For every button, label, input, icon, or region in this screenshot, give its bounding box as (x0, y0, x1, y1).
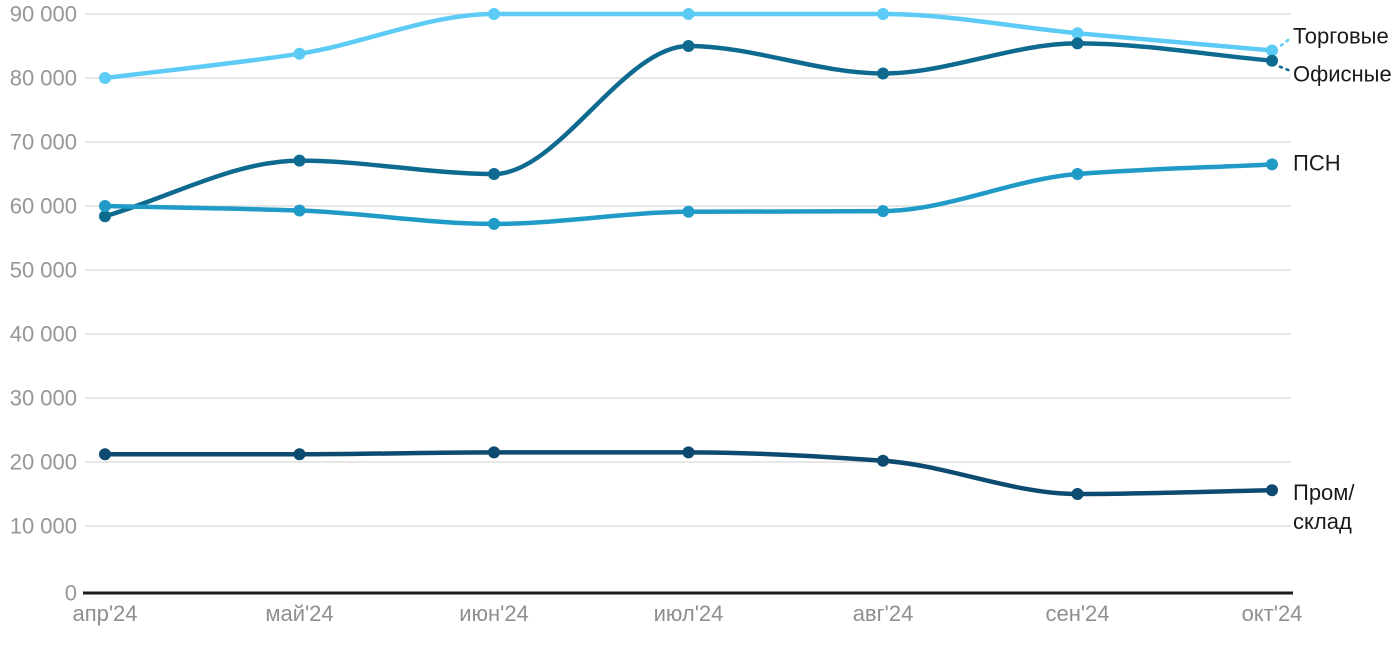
series-point-prom-sklad-2[interactable] (488, 446, 500, 459)
x-tick-label: авг'24 (853, 601, 914, 626)
series-point-psn-0[interactable] (99, 200, 111, 212)
series-point-prom-sklad-4[interactable] (877, 454, 889, 467)
series-label-ofisnye: Офисные (1293, 61, 1392, 86)
series-point-torgovye-4[interactable] (877, 8, 889, 20)
series-point-ofisnye-6[interactable] (1266, 54, 1278, 67)
series-point-torgovye-6[interactable] (1266, 44, 1278, 57)
x-tick-label: апр'24 (72, 601, 137, 626)
series-point-prom-sklad-6[interactable] (1266, 484, 1278, 497)
series-point-psn-6[interactable] (1266, 158, 1278, 171)
x-tick-label: сен'24 (1045, 601, 1109, 626)
series-point-psn-1[interactable] (293, 204, 306, 217)
leader-line-torgovye (1279, 37, 1292, 47)
y-tick-label: 30 000 (10, 386, 77, 411)
y-tick-label: 0 (65, 581, 77, 606)
series-point-ofisnye-3[interactable] (682, 40, 695, 52)
series-line-prom-sklad (102, 450, 1275, 497)
y-tick-label: 90 000 (10, 2, 77, 27)
y-tick-label: 50 000 (10, 258, 77, 283)
x-tick-label: июн'24 (459, 601, 529, 626)
x-tick-label: май'24 (265, 601, 333, 626)
series-point-prom-sklad-1[interactable] (293, 448, 306, 461)
series-label-torgovye: Торговые (1293, 23, 1389, 48)
y-tick-label: 10 000 (10, 514, 77, 539)
series-line-ofisnye (102, 41, 1275, 219)
series-point-torgovye-2[interactable] (488, 8, 500, 20)
leader-line-ofisnye (1278, 65, 1292, 72)
series-point-torgovye-3[interactable] (682, 8, 695, 20)
y-tick-label: 20 000 (10, 450, 77, 475)
series-point-psn-5[interactable] (1071, 168, 1084, 180)
series-point-prom-sklad-5[interactable] (1071, 488, 1084, 500)
y-tick-label: 70 000 (10, 130, 77, 155)
series-point-torgovye-1[interactable] (293, 47, 306, 60)
series-label-psn: ПСН (1293, 150, 1341, 175)
series-point-psn-2[interactable] (488, 217, 500, 230)
y-tick-label: 40 000 (10, 322, 77, 347)
y-tick-label: 80 000 (10, 66, 77, 91)
series-point-torgovye-5[interactable] (1071, 27, 1084, 40)
series-point-ofisnye-5[interactable] (1071, 37, 1084, 50)
series-point-prom-sklad-0[interactable] (99, 448, 111, 461)
series-point-ofisnye-4[interactable] (877, 67, 889, 80)
series-point-ofisnye-2[interactable] (488, 168, 500, 180)
x-tick-label: окт'24 (1242, 601, 1303, 626)
series-point-psn-4[interactable] (877, 205, 889, 218)
series-point-torgovye-0[interactable] (99, 72, 111, 84)
series-point-prom-sklad-3[interactable] (682, 446, 695, 459)
x-tick-label: июл'24 (654, 601, 724, 626)
series-label-prom-sklad: Пром/склад (1293, 480, 1355, 534)
y-tick-label: 60 000 (10, 194, 77, 219)
series-point-ofisnye-1[interactable] (293, 154, 306, 167)
series-point-psn-3[interactable] (682, 205, 695, 218)
series-point-ofisnye-0[interactable] (99, 210, 111, 223)
